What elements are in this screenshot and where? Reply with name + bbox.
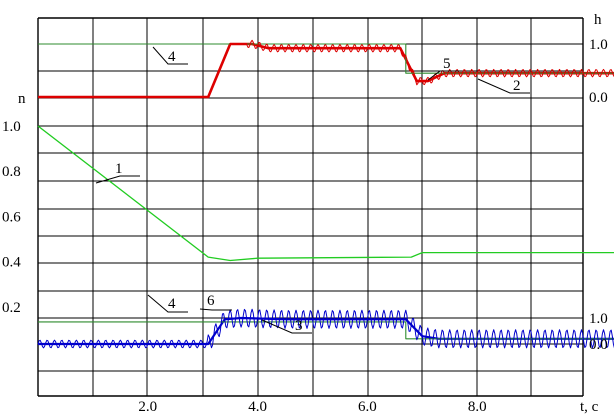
left-tick-label: 0.2 (2, 300, 21, 316)
right-lower-tick-label: 0.0 (589, 337, 608, 353)
left-tick-label: 0.8 (2, 164, 21, 180)
tick-labels: 1.0 0.8 0.6 0.4 0.2 2.0 4.0 6.0 8.0 1.0 0.0 1.0 0.0 (2, 37, 608, 414)
right-axis-label: h (594, 12, 602, 28)
annotation-label: 3 (295, 318, 303, 334)
right-upper-tick-label: 1.0 (589, 37, 608, 53)
annotation-label: 6 (207, 293, 215, 309)
series-5-line (38, 39, 614, 98)
annotation-label: 4 (168, 49, 176, 65)
annotation-leader (95, 175, 140, 184)
annotation-leader (477, 78, 530, 94)
x-tick-label: 6.0 (358, 399, 377, 414)
annotation-leader (199, 308, 232, 311)
right-lower-tick-label: 1.0 (589, 311, 608, 327)
annotation-label: 2 (513, 78, 521, 94)
series-layer (37, 39, 614, 349)
left-tick-label: 0.4 (2, 255, 21, 271)
x-tick-label: 4.0 (248, 399, 267, 414)
annotation-label: 1 (115, 161, 123, 177)
annotation-leader (427, 70, 460, 81)
series-4-line (38, 321, 614, 340)
series-4-line (38, 43, 614, 74)
annotation-leader (261, 319, 312, 334)
annotation-layer: 1 2 3 4 4 5 6 (95, 46, 530, 334)
series-1-line (37, 125, 614, 262)
annotation-label: 5 (443, 56, 451, 72)
right-upper-tick-label: 0.0 (589, 90, 608, 106)
left-tick-label: 1.0 (2, 119, 21, 135)
x-axis-label: t, c (580, 399, 599, 414)
annotation-leader (147, 294, 188, 313)
left-axis-label: n (18, 91, 26, 107)
series-6-line (37, 308, 614, 349)
annotation-label: 4 (168, 296, 176, 312)
x-tick-label: 2.0 (138, 399, 157, 414)
left-tick-label: 0.6 (2, 209, 21, 225)
x-tick-label: 8.0 (468, 399, 487, 414)
annotation-leader (152, 46, 188, 65)
